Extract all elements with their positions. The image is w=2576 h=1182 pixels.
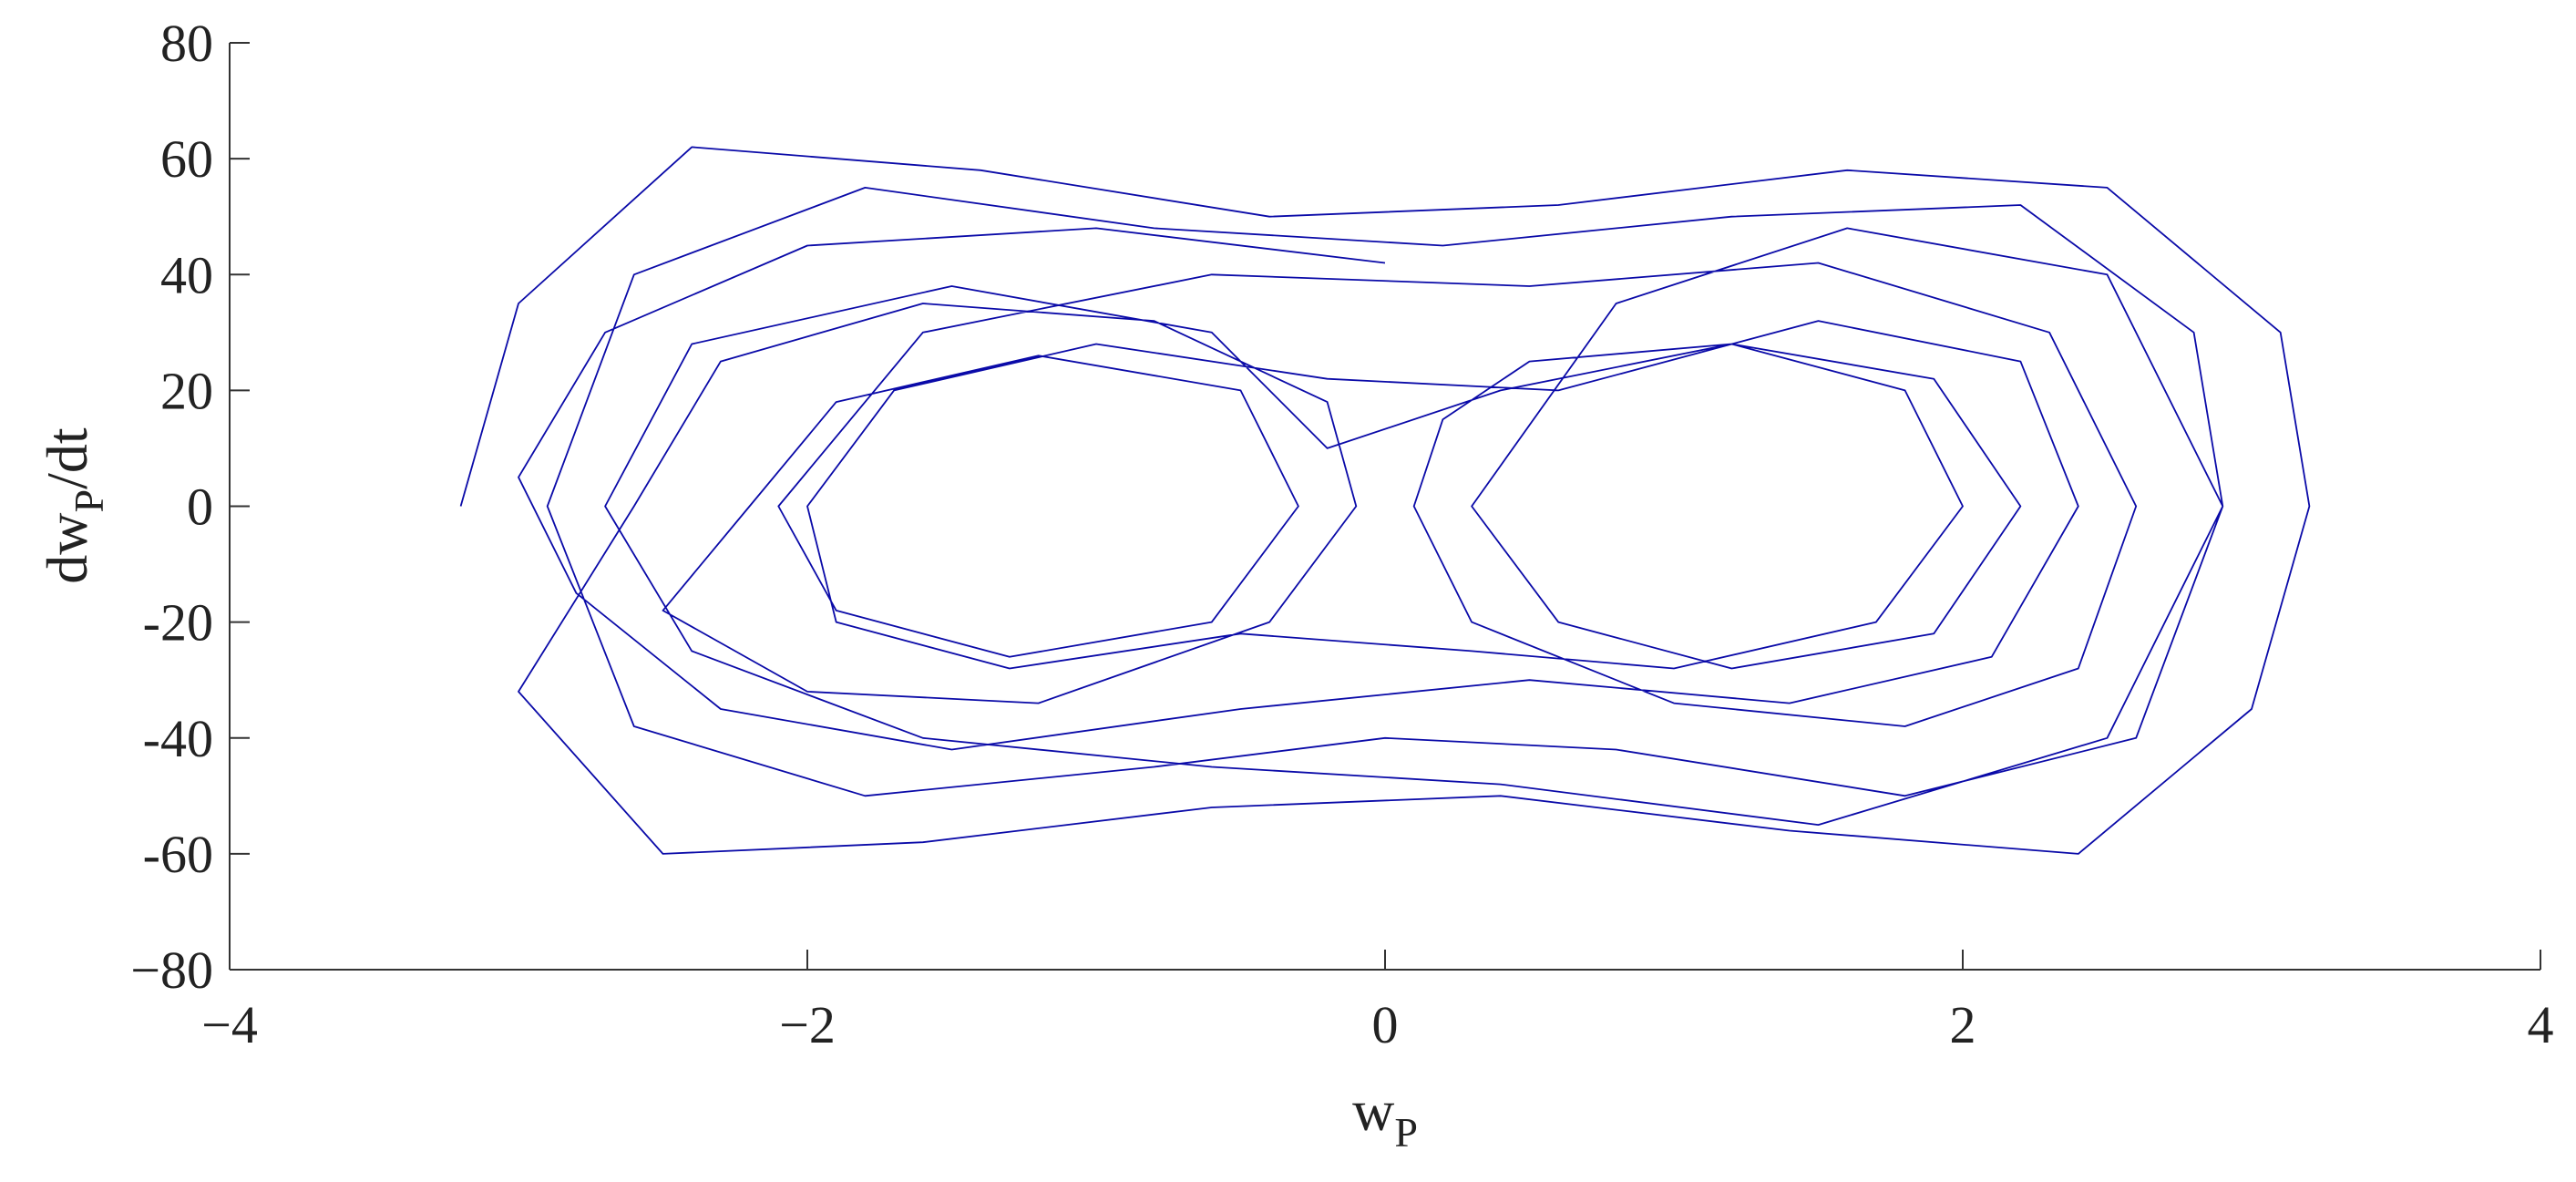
y-tick-label: -60: [143, 825, 213, 884]
x-tick-label: 4: [2528, 995, 2554, 1054]
trajectory: [459, 146, 2311, 855]
y-tick-label: 40: [160, 245, 213, 304]
y-tick-label: −80: [130, 940, 213, 1000]
y-label-main: dw: [35, 512, 99, 583]
y-axis-label: dwP/dt: [35, 427, 112, 584]
x-tick-label: −2: [779, 995, 836, 1054]
y-label-rest: /dt: [35, 427, 99, 489]
y-tick-label: 0: [187, 478, 213, 537]
x-axis-label: wP: [1352, 1078, 1418, 1156]
x-tick-label: 0: [1372, 995, 1399, 1054]
x-tick-label: −4: [201, 995, 258, 1054]
y-label-sub: P: [66, 489, 112, 513]
y-tick-label: 60: [160, 129, 213, 189]
y-tick-label: 80: [160, 14, 213, 73]
y-tick-label: 20: [160, 361, 213, 420]
y-tick-label: -20: [143, 593, 213, 653]
x-label-main: w: [1352, 1078, 1394, 1143]
x-tick-label: 2: [1950, 995, 1976, 1054]
x-label-sub: P: [1394, 1109, 1418, 1156]
y-tick-label: -40: [143, 709, 213, 768]
